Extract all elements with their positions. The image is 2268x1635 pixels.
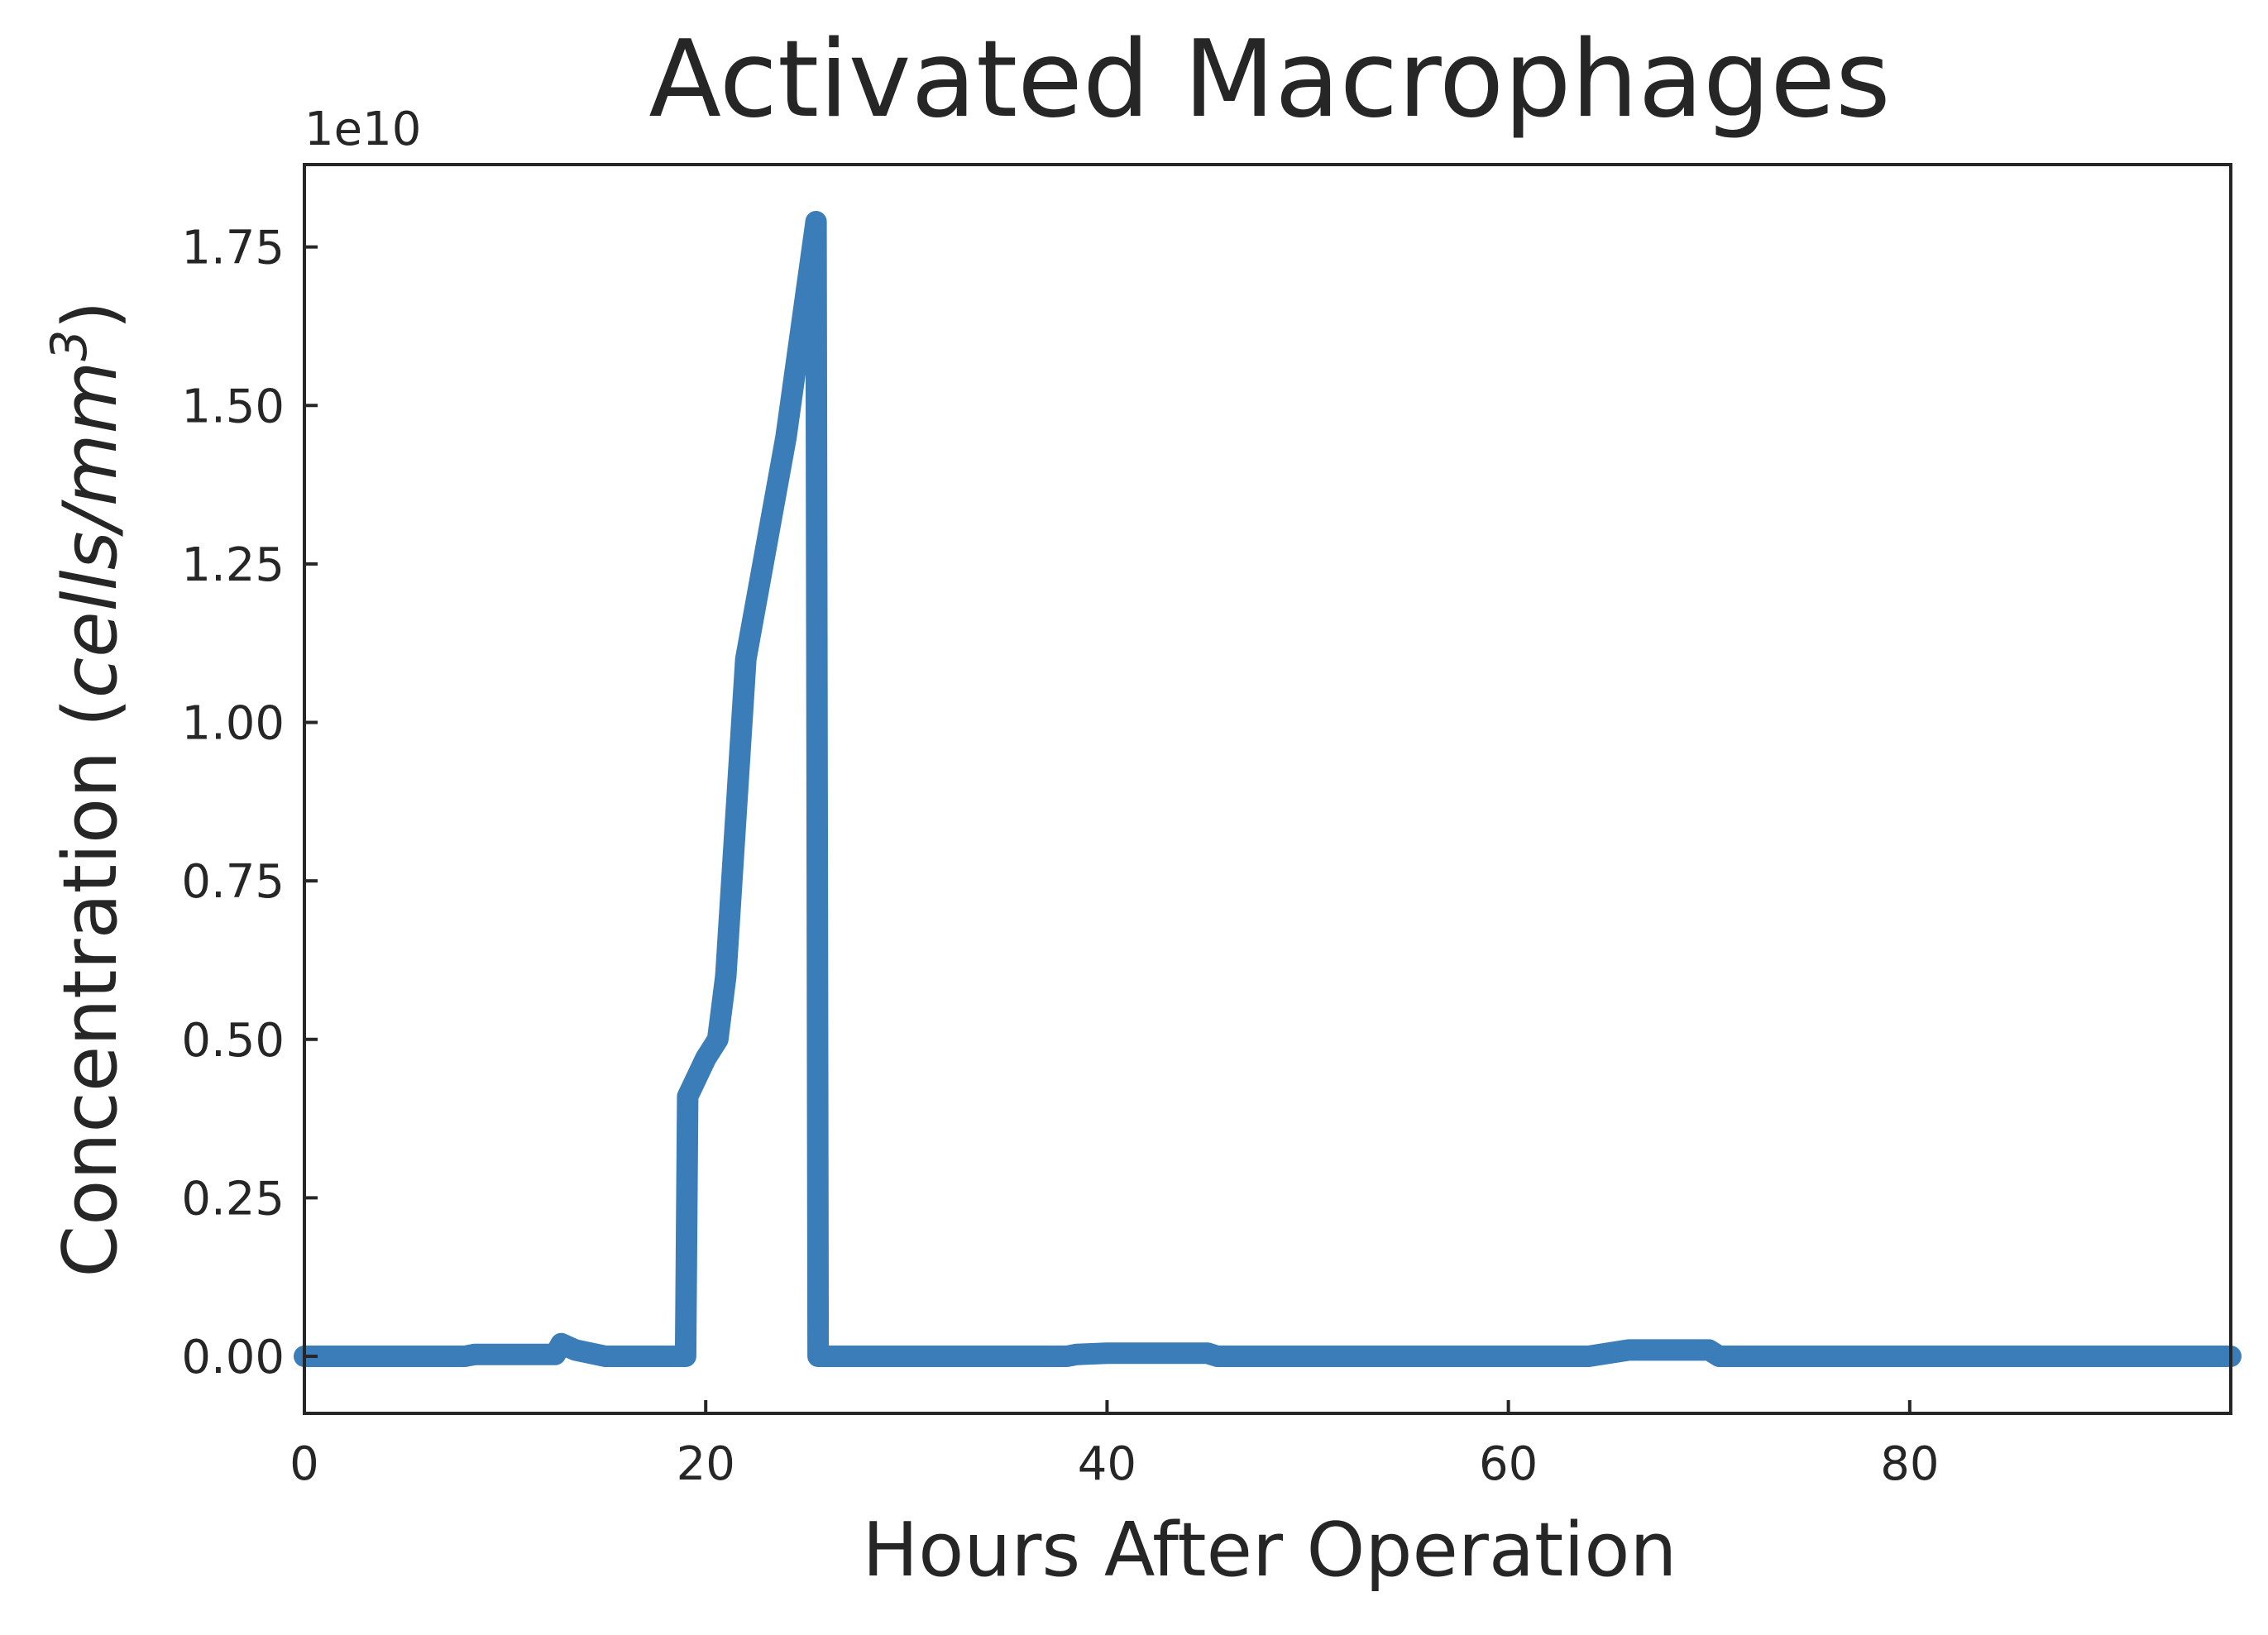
y-tick-label: 1.00	[181, 697, 285, 751]
x-tick-label: 40	[1078, 1437, 1136, 1491]
y-tick-label: 1.50	[181, 380, 285, 433]
y-axis-label: Concentration (cells/mm3)	[41, 300, 134, 1277]
y-axis-label-prefix: Concentration (	[47, 698, 134, 1277]
y-tick-label: 0.75	[181, 855, 285, 909]
plot-area	[294, 211, 2242, 1367]
y-axis-label-unit: cells/mm	[47, 361, 134, 698]
x-tick-label: 80	[1880, 1437, 1939, 1491]
y-tick-label: 0.50	[181, 1014, 285, 1068]
y-axis-label-suffix: )	[47, 300, 134, 329]
x-tick-label: 20	[677, 1437, 735, 1491]
y-axis: 0.00 0.25 0.50 0.75 1.00 1.25 1.50 1.75	[181, 222, 318, 1384]
x-tick-label: 0	[289, 1437, 319, 1491]
series-line-activated-macrophages	[294, 211, 2242, 1367]
y-offset-label: 1e10	[304, 103, 421, 156]
y-axis-label-exponent: 3	[41, 330, 98, 361]
x-axis: 0 20 40 60 80	[289, 1400, 1939, 1491]
y-tick-label: 0.25	[181, 1172, 285, 1226]
x-axis-label: Hours After Operation	[863, 1507, 1677, 1594]
y-tick-label: 1.75	[181, 222, 285, 275]
x-tick-label: 60	[1479, 1437, 1538, 1491]
y-tick-label: 1.25	[181, 538, 285, 592]
y-tick-label: 0.00	[181, 1331, 285, 1384]
plot-frame	[303, 163, 2232, 1415]
chart-title: Activated Macrophages	[648, 18, 1890, 141]
